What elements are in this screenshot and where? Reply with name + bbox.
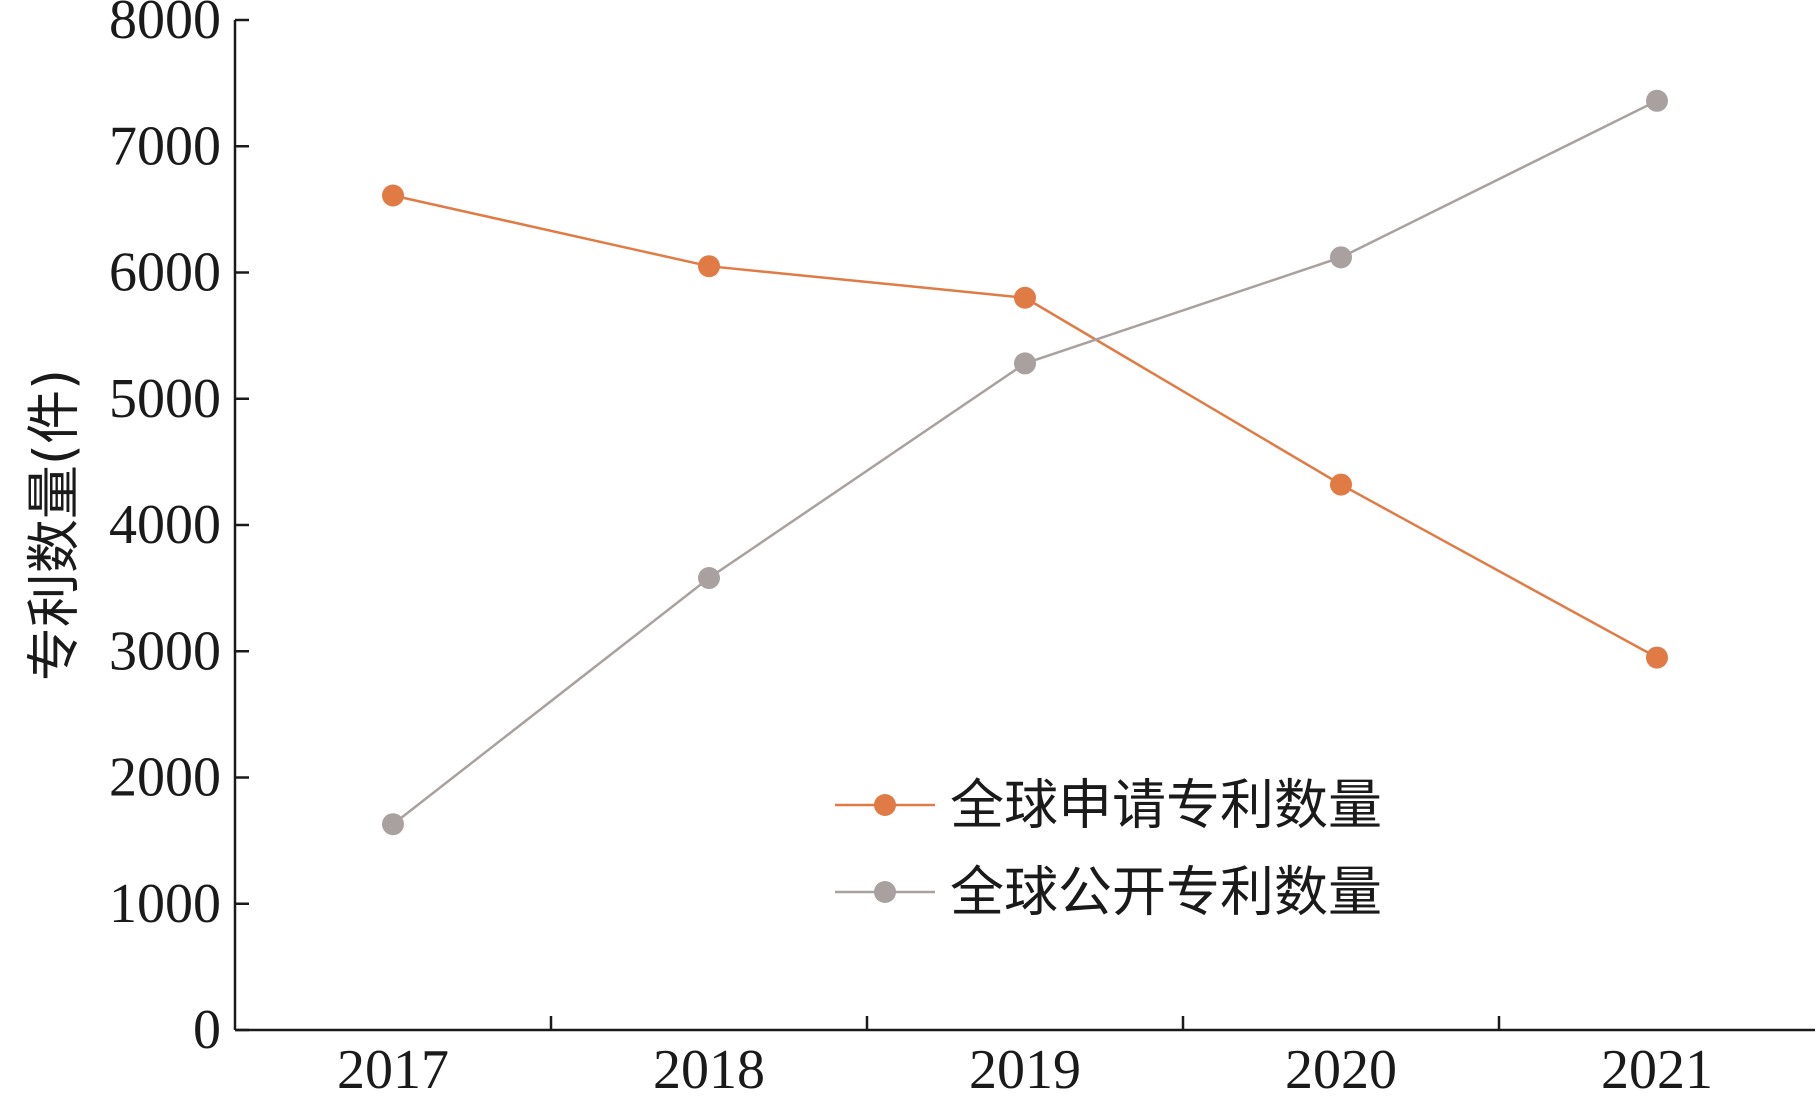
data-point	[1014, 286, 1036, 309]
data-point	[1646, 89, 1668, 112]
data-point	[1646, 646, 1668, 669]
data-point	[1014, 352, 1036, 375]
data-point	[382, 813, 404, 836]
x-ticks: 2017 2018 2019 2020 2021	[337, 1016, 1713, 1100]
y-tick-label: 0	[193, 999, 221, 1061]
y-tick-label: 5000	[109, 368, 221, 430]
x-tick-label: 2021	[1601, 1039, 1713, 1100]
y-tick-label: 1000	[109, 873, 221, 935]
series-2	[382, 89, 1668, 836]
data-point	[382, 184, 404, 207]
y-tick-label: 8000	[109, 0, 221, 51]
data-point	[1330, 473, 1352, 496]
y-tick-label: 2000	[109, 747, 221, 809]
x-tick-label: 2020	[1285, 1039, 1397, 1100]
y-axis-label: 专利数量(件)	[23, 369, 86, 681]
legend-label: 全球申请专利数量	[950, 774, 1382, 837]
y-tick-label: 7000	[109, 115, 221, 177]
data-point	[698, 255, 720, 278]
data-point	[1330, 246, 1352, 269]
legend-marker	[874, 881, 896, 903]
series-line	[392, 194, 1658, 659]
data-point	[698, 567, 720, 590]
y-tick-label: 6000	[109, 242, 221, 304]
legend-item: 全球公开专利数量	[835, 861, 1382, 924]
series-layer	[382, 89, 1668, 836]
y-tick-label: 4000	[109, 494, 221, 556]
y-tick-label: 3000	[109, 620, 221, 682]
x-tick-label: 2017	[337, 1039, 449, 1100]
x-tick-label: 2018	[653, 1039, 765, 1100]
legend-item: 全球申请专利数量	[835, 774, 1382, 837]
legend-marker	[874, 794, 896, 816]
y-ticks: 0 1000 2000 3000 4000 5000 6000 7000 8000	[109, 0, 249, 1061]
series-line	[392, 99, 1658, 826]
legend-label: 全球公开专利数量	[950, 861, 1382, 924]
x-tick-label: 2019	[969, 1039, 1081, 1100]
series-1	[382, 184, 1668, 669]
